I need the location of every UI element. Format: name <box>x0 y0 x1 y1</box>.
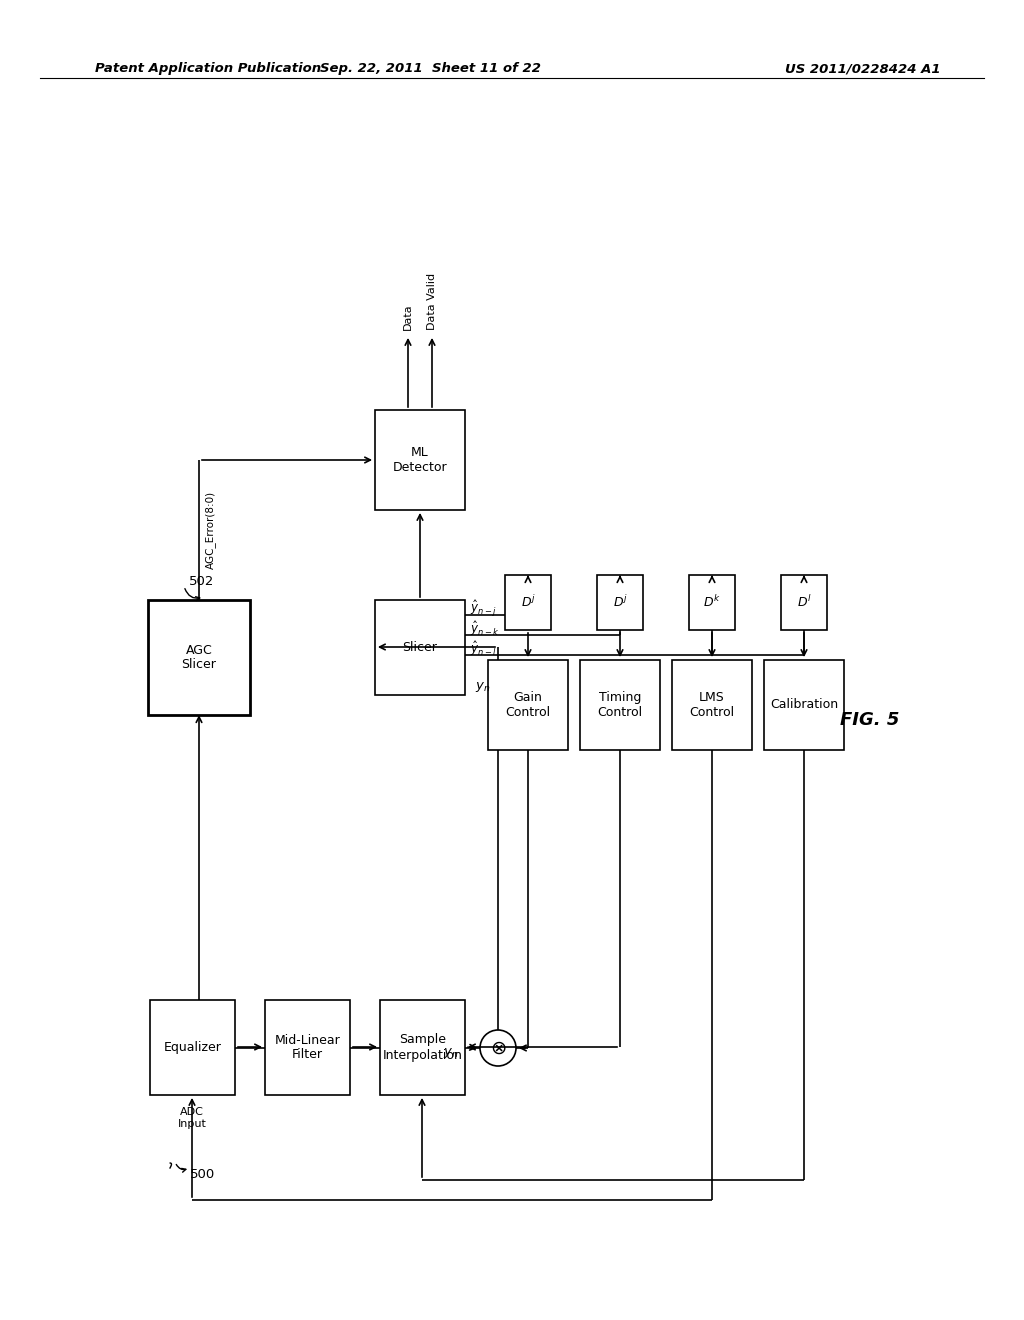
Text: Gain
Control: Gain Control <box>506 690 551 719</box>
Text: US 2011/0228424 A1: US 2011/0228424 A1 <box>785 62 941 75</box>
Text: $D^j$: $D^j$ <box>612 594 628 610</box>
Text: AGC_Error(8:0): AGC_Error(8:0) <box>205 491 216 569</box>
Text: Patent Application Publication: Patent Application Publication <box>95 62 322 75</box>
Text: $\hat{y}_{n-j}$: $\hat{y}_{n-j}$ <box>470 598 497 618</box>
Circle shape <box>480 1030 516 1067</box>
Bar <box>781 576 827 630</box>
Bar <box>375 601 465 696</box>
Bar <box>380 1001 465 1096</box>
Text: AGC
Slicer: AGC Slicer <box>181 644 216 672</box>
Text: Equalizer: Equalizer <box>164 1041 221 1053</box>
Text: Data Valid: Data Valid <box>427 273 437 330</box>
Text: $D^j$: $D^j$ <box>520 594 536 610</box>
Text: $\hat{y}_{n-k}$: $\hat{y}_{n-k}$ <box>470 619 500 638</box>
Bar <box>597 576 643 630</box>
Text: FIG. 5: FIG. 5 <box>841 711 900 729</box>
Text: ML
Detector: ML Detector <box>392 446 447 474</box>
Bar <box>488 660 568 750</box>
Bar <box>689 576 735 630</box>
Text: Slicer: Slicer <box>402 642 437 653</box>
Text: Mid-Linear
Filter: Mid-Linear Filter <box>274 1034 340 1061</box>
Bar <box>764 660 844 750</box>
Bar <box>672 660 752 750</box>
Text: 500: 500 <box>190 1168 215 1181</box>
Text: ⊗: ⊗ <box>489 1039 506 1057</box>
Text: Data: Data <box>403 304 413 330</box>
Text: $D^k$: $D^k$ <box>703 594 721 610</box>
Text: LMS
Control: LMS Control <box>689 690 734 719</box>
Text: $y_n$: $y_n$ <box>443 1045 459 1060</box>
Text: ADC
Input: ADC Input <box>177 1107 207 1129</box>
Bar <box>375 411 465 510</box>
Text: Calibration: Calibration <box>770 698 838 711</box>
Text: $\hat{y}_{n-l}$: $\hat{y}_{n-l}$ <box>470 639 497 657</box>
Text: Timing
Control: Timing Control <box>597 690 643 719</box>
Bar <box>148 601 250 715</box>
Bar <box>265 1001 350 1096</box>
Bar <box>150 1001 234 1096</box>
Text: Sample
Interpolation: Sample Interpolation <box>383 1034 463 1061</box>
Bar <box>505 576 551 630</box>
Text: Sep. 22, 2011  Sheet 11 of 22: Sep. 22, 2011 Sheet 11 of 22 <box>319 62 541 75</box>
Bar <box>580 660 660 750</box>
Text: $y_n$: $y_n$ <box>474 680 490 694</box>
Text: 502: 502 <box>189 576 214 587</box>
Text: $D^l$: $D^l$ <box>797 594 811 610</box>
